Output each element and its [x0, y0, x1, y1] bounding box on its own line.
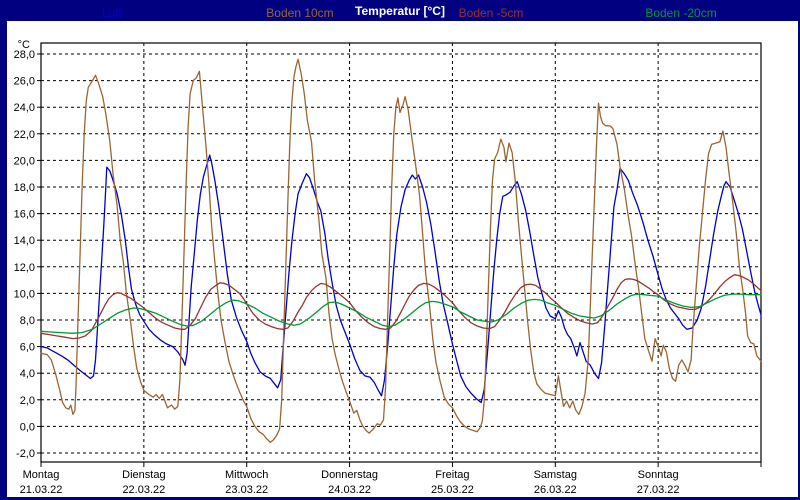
series-line-boden-10cm [40, 58, 762, 444]
x-day-label: Montag [23, 469, 60, 481]
x-date-label: 24.03.22 [328, 484, 371, 496]
x-date-label: 22.03.22 [122, 484, 165, 496]
y-tick-label: -2,0 [16, 448, 35, 460]
y-tick-label: 28,0 [14, 49, 35, 61]
y-tick-label: 14,0 [14, 235, 35, 247]
legend-item-luft: Luft [101, 6, 123, 20]
y-tick-label: 8,0 [20, 315, 35, 327]
series-line-boden-5cm [40, 274, 762, 340]
x-day-label: Sonntag [638, 469, 679, 481]
legend-item-boden-10cm: Boden 10cm [266, 6, 334, 20]
x-day-label: Freitag [435, 469, 469, 481]
x-day-label: Samstag [534, 469, 577, 481]
y-tick-label: 12,0 [14, 262, 35, 274]
page-title: Temperatur [°C] [355, 3, 445, 18]
x-day-label: Mittwoch [225, 469, 268, 481]
chart-panel [7, 21, 798, 497]
y-tick-label: 16,0 [14, 209, 35, 221]
y-tick-label: 4,0 [20, 368, 35, 380]
y-tick-label: 22,0 [14, 129, 35, 141]
title-bar: Temperatur [°C] [0, 0, 800, 21]
y-tick-label: 6,0 [20, 342, 35, 354]
legend-item-boden-20cm: Boden -20cm [645, 6, 717, 20]
y-tick-label: 2,0 [20, 395, 35, 407]
legend-item-boden-5cm: Boden -5cm [458, 6, 524, 20]
plot-frame [40, 42, 762, 463]
chart-legend: Luft Boden 10cm Boden -5cm Boden -20cm [0, 0, 800, 20]
y-tick-label: 24,0 [14, 102, 35, 114]
y-tick-label: 0,0 [20, 421, 35, 433]
y-tick-label: 18,0 [14, 182, 35, 194]
x-date-label: 21.03.22 [20, 484, 63, 496]
series-line-luft [40, 154, 762, 404]
series-line-boden-20cm [40, 293, 762, 334]
y-axis-unit-label: °C [18, 39, 30, 51]
y-tick-label: 26,0 [14, 76, 35, 88]
x-date-label: 25.03.22 [431, 484, 474, 496]
x-date-label: 26.03.22 [534, 484, 577, 496]
x-date-label: 23.03.22 [225, 484, 268, 496]
x-day-label: Dienstag [122, 469, 165, 481]
y-tick-label: 20,0 [14, 155, 35, 167]
x-date-label: 27.03.22 [637, 484, 680, 496]
x-day-label: Donnerstag [321, 469, 378, 481]
y-tick-label: 10,0 [14, 288, 35, 300]
